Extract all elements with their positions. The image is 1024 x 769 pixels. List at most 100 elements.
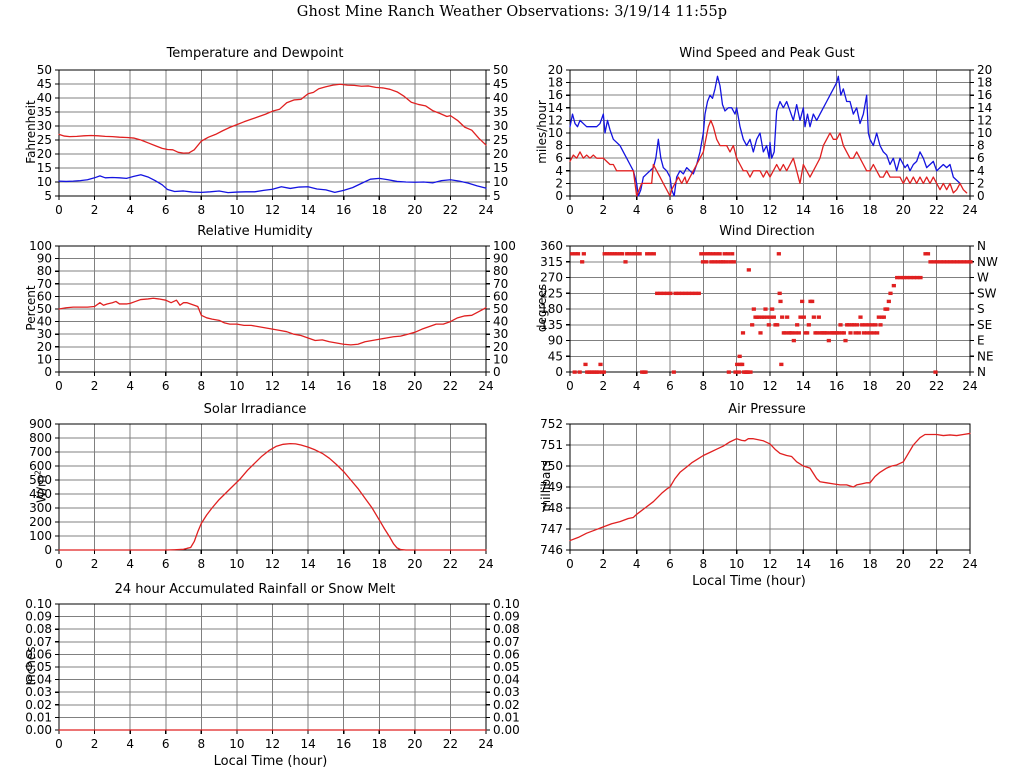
- svg-text:0: 0: [44, 365, 52, 379]
- svg-text:20: 20: [548, 63, 563, 77]
- svg-text:8: 8: [198, 203, 206, 217]
- svg-text:8: 8: [198, 737, 206, 751]
- svg-text:10: 10: [493, 352, 508, 366]
- chart-title-temperature-dewpoint: Temperature and Dewpoint: [166, 46, 344, 61]
- svg-text:20: 20: [37, 340, 52, 354]
- svg-text:14: 14: [796, 203, 811, 217]
- svg-text:751: 751: [540, 438, 563, 452]
- svg-text:225: 225: [540, 286, 563, 300]
- svg-text:70: 70: [493, 277, 508, 291]
- svg-text:0: 0: [555, 189, 563, 203]
- svg-text:752: 752: [540, 417, 563, 431]
- svg-text:24: 24: [478, 737, 493, 751]
- svg-text:0.04: 0.04: [25, 673, 52, 687]
- chart-title-wind-direction: Wind Direction: [719, 224, 815, 239]
- svg-text:SW: SW: [977, 286, 997, 300]
- svg-text:10: 10: [229, 557, 244, 571]
- svg-text:14: 14: [977, 101, 992, 115]
- chart-plot-air-pressure: 746 747 748 749 750 751 752 0 2 4 6 8 10 12 14 16 18 20 22…: [514, 414, 984, 580]
- svg-text:12: 12: [762, 379, 777, 393]
- chart-plot-relative-humidity: 0 10 20 30 40 50 60 70 80 90 100 0 10 20 30 40 50 60 70 80 9…: [3, 236, 538, 402]
- svg-text:25: 25: [493, 133, 508, 147]
- svg-text:0.05: 0.05: [25, 660, 52, 674]
- svg-text:22: 22: [443, 379, 458, 393]
- svg-text:6: 6: [162, 737, 170, 751]
- series-line-temperature: [58, 83, 487, 154]
- svg-text:16: 16: [829, 557, 844, 571]
- svg-text:24: 24: [962, 557, 977, 571]
- svg-text:12: 12: [548, 113, 563, 127]
- svg-text:8: 8: [198, 379, 206, 393]
- svg-text:0.05: 0.05: [493, 660, 520, 674]
- svg-text:100: 100: [493, 239, 516, 253]
- svg-text:16: 16: [336, 379, 351, 393]
- svg-text:749: 749: [540, 480, 563, 494]
- svg-text:14: 14: [300, 557, 315, 571]
- svg-text:700: 700: [29, 445, 52, 459]
- chart-title-relative-humidity: Relative Humidity: [197, 224, 313, 239]
- svg-text:10: 10: [229, 379, 244, 393]
- svg-text:0.06: 0.06: [493, 647, 520, 661]
- svg-text:8: 8: [198, 557, 206, 571]
- svg-text:0: 0: [977, 189, 985, 203]
- svg-text:W: W: [977, 271, 989, 285]
- svg-text:0: 0: [493, 365, 501, 379]
- svg-text:22: 22: [929, 557, 944, 571]
- svg-text:18: 18: [862, 557, 877, 571]
- svg-text:2: 2: [91, 557, 99, 571]
- svg-text:0.09: 0.09: [25, 610, 52, 624]
- svg-text:2: 2: [600, 203, 608, 217]
- svg-text:12: 12: [265, 203, 280, 217]
- svg-text:14: 14: [796, 379, 811, 393]
- svg-text:24: 24: [962, 379, 977, 393]
- chart-title-accumulated-rainfall: 24 hour Accumulated Rainfall or Snow Mel…: [114, 582, 396, 597]
- svg-text:20: 20: [37, 147, 52, 161]
- svg-text:20: 20: [896, 379, 911, 393]
- svg-text:30: 30: [37, 119, 52, 133]
- svg-text:NW: NW: [977, 255, 998, 269]
- svg-text:8: 8: [700, 203, 708, 217]
- svg-text:6: 6: [666, 203, 674, 217]
- svg-text:0.10: 0.10: [493, 597, 520, 611]
- svg-text:6: 6: [666, 379, 674, 393]
- svg-text:10: 10: [37, 352, 52, 366]
- svg-text:500: 500: [29, 473, 52, 487]
- page-title: Ghost Mine Ranch Weather Observations: 3…: [296, 4, 728, 20]
- svg-text:24: 24: [478, 203, 493, 217]
- svg-text:35: 35: [37, 105, 52, 119]
- svg-text:12: 12: [762, 203, 777, 217]
- svg-text:14: 14: [300, 379, 315, 393]
- chart-title-air-pressure: Air Pressure: [728, 402, 806, 417]
- svg-text:0.10: 0.10: [25, 597, 52, 611]
- svg-text:100: 100: [29, 239, 52, 253]
- svg-text:20: 20: [896, 557, 911, 571]
- svg-text:315: 315: [540, 255, 563, 269]
- svg-text:0.00: 0.00: [25, 723, 52, 737]
- series-line-relative-humidity: [58, 297, 487, 346]
- svg-text:8: 8: [700, 557, 708, 571]
- svg-text:0.07: 0.07: [493, 635, 520, 649]
- svg-text:50: 50: [493, 63, 508, 77]
- series-points-wind-direction: [570, 252, 973, 374]
- svg-text:30: 30: [493, 119, 508, 133]
- svg-text:60: 60: [37, 289, 52, 303]
- svg-text:12: 12: [762, 557, 777, 571]
- svg-text:0: 0: [55, 737, 63, 751]
- svg-text:4: 4: [126, 203, 134, 217]
- svg-text:0.08: 0.08: [25, 622, 52, 636]
- svg-text:360: 360: [540, 239, 563, 253]
- svg-text:10: 10: [729, 557, 744, 571]
- svg-text:6: 6: [162, 203, 170, 217]
- svg-text:746: 746: [540, 543, 563, 557]
- svg-text:22: 22: [443, 557, 458, 571]
- series-line-dewpoint: [58, 174, 487, 194]
- svg-text:20: 20: [493, 147, 508, 161]
- svg-text:10: 10: [229, 203, 244, 217]
- series-line-peak-gust: [569, 75, 961, 197]
- svg-text:2: 2: [91, 379, 99, 393]
- svg-text:22: 22: [443, 203, 458, 217]
- svg-text:20: 20: [407, 737, 422, 751]
- svg-text:20: 20: [896, 203, 911, 217]
- svg-text:12: 12: [977, 113, 992, 127]
- svg-text:12: 12: [265, 737, 280, 751]
